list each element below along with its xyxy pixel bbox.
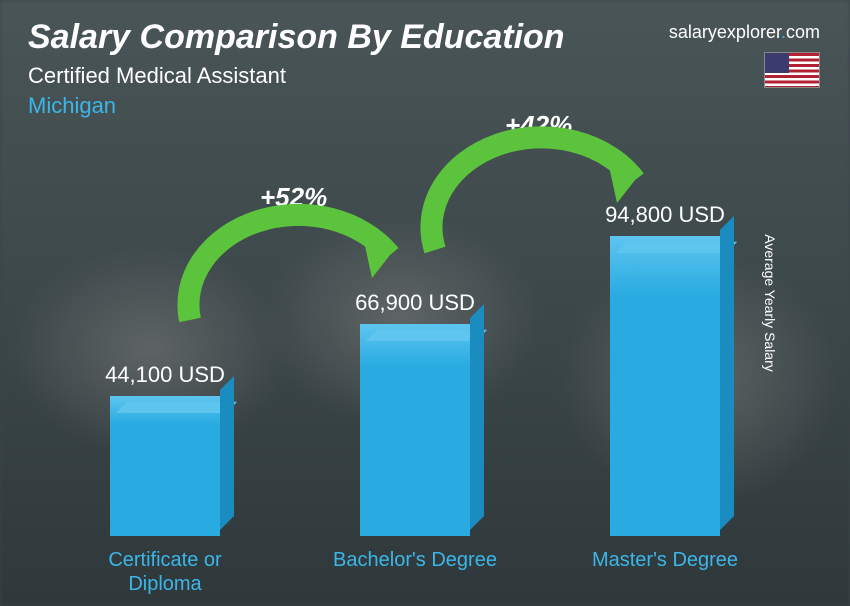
bar-2 (610, 236, 720, 536)
bar-value-0: 44,100 USD (105, 362, 225, 388)
bar-side-2 (720, 216, 734, 530)
bar-front-1 (360, 324, 470, 536)
bar-front-0 (110, 396, 220, 536)
bar-label-2: Master's Degree (575, 548, 755, 596)
bar-front-2 (610, 236, 720, 536)
bar-side-0 (220, 376, 234, 530)
chart-subtitle: Certified Medical Assistant (28, 63, 822, 89)
bar-side-1 (470, 304, 484, 530)
bar-label-1: Bachelor's Degree (325, 548, 505, 596)
bar-label-0: Certificate or Diploma (75, 548, 255, 596)
x-axis-labels: Certificate or Diploma Bachelor's Degree… (40, 548, 790, 596)
chart-location: Michigan (28, 93, 822, 119)
chart-title: Salary Comparison By Education (28, 18, 822, 57)
increase-arc-1 (150, 140, 430, 340)
bar-1 (360, 324, 470, 536)
bar-group-0: 44,100 USD (75, 362, 255, 536)
header: Salary Comparison By Education Certified… (28, 18, 822, 119)
bar-0 (110, 396, 220, 536)
